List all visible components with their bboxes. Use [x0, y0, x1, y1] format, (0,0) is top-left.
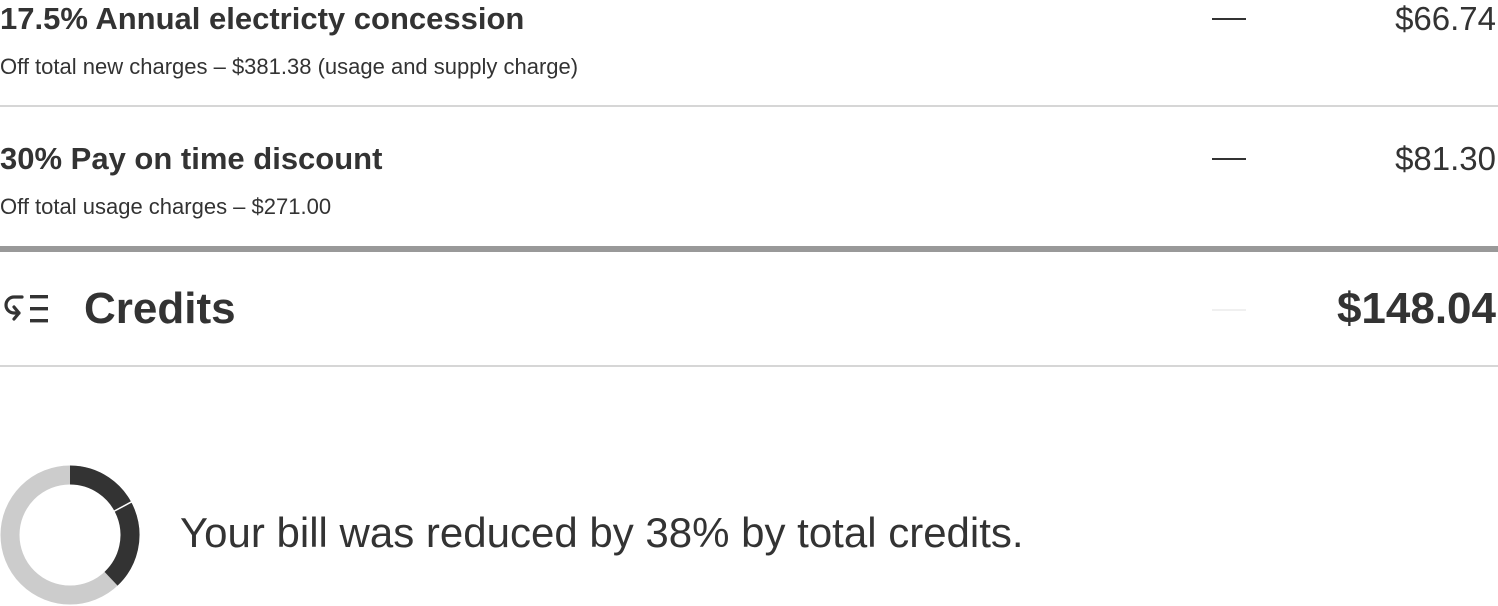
minus-dash-icon [1212, 18, 1246, 20]
donut-filled-arc [69, 465, 140, 586]
line-item-subtitle: Off total usage charges – $271.00 [0, 194, 332, 219]
divider [0, 105, 1498, 107]
line-item-amount: $66.74 [1395, 0, 1496, 37]
credits-label: Credits [84, 284, 236, 333]
divider [0, 365, 1498, 367]
line-item-amount: $81.30 [1395, 140, 1496, 177]
credits-total-amount: $148.04 [1336, 284, 1496, 333]
reduction-summary-text: Your bill was reduced by 38% by total cr… [180, 512, 1024, 554]
summary-percent: 38% [645, 509, 730, 556]
summary-suffix: by total credits. [729, 509, 1024, 556]
summary-prefix: Your bill was reduced by [180, 509, 646, 556]
line-item-title: 30% Pay on time discount [0, 141, 383, 176]
minus-dash-icon [1212, 158, 1246, 160]
credit-reduction-donut [0, 465, 140, 605]
section-divider [0, 246, 1498, 252]
line-item-subtitle: Off total new charges – $381.38 (usage a… [0, 54, 579, 79]
line-item-pay-on-time: 30% Pay on time discount Off total usage… [0, 107, 1498, 247]
credits-list-icon [4, 295, 48, 323]
line-item-title: 17.5% Annual electricty concession [0, 1, 525, 36]
donut-segment-separator [113, 501, 132, 512]
line-item-concession: 17.5% Annual electricty concession Off t… [0, 0, 1498, 106]
minus-dash-icon [1212, 309, 1246, 311]
